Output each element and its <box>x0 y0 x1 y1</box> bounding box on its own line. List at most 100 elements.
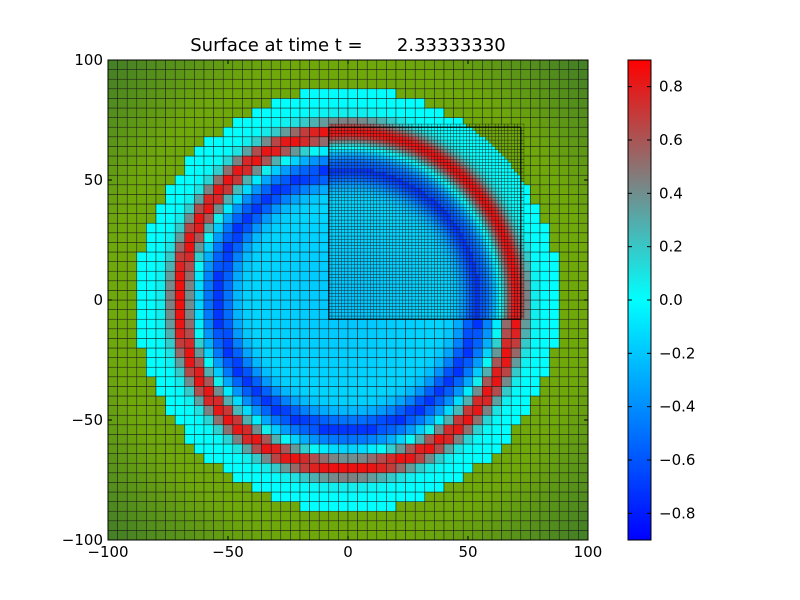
refined-cell <box>440 226 445 230</box>
heatmap-cell <box>568 462 579 474</box>
heatmap-cell <box>165 232 176 243</box>
refined-cell <box>338 187 342 192</box>
refined-cell <box>338 235 342 240</box>
refined-cell <box>405 210 409 214</box>
refined-cell <box>434 277 438 281</box>
heatmap-cell <box>309 194 320 205</box>
heatmap-cell <box>203 232 214 243</box>
refined-cell <box>347 187 352 192</box>
refined-cell <box>379 261 384 265</box>
refined-cell <box>430 283 435 288</box>
heatmap-cell <box>434 328 445 339</box>
heatmap-cell <box>280 491 291 502</box>
heatmap-cell <box>251 472 262 483</box>
refined-cell <box>430 216 435 221</box>
refined-cell <box>354 283 358 288</box>
heatmap-cell <box>376 510 387 522</box>
heatmap-cell <box>366 472 378 483</box>
heatmap-cell <box>203 443 214 454</box>
heatmap-cell <box>194 347 205 358</box>
refined-cell <box>437 136 441 141</box>
refined-cell <box>399 248 403 253</box>
heatmap-cell <box>290 60 301 70</box>
heatmap-cell <box>386 472 397 483</box>
refined-cell <box>392 203 397 208</box>
heatmap-cell <box>126 174 138 186</box>
heatmap-cell <box>280 309 291 320</box>
heatmap-cell <box>386 395 397 406</box>
refined-cell <box>351 271 355 275</box>
refined-cell <box>405 309 409 313</box>
heatmap-cell <box>280 299 291 310</box>
heatmap-cell <box>242 174 253 186</box>
heatmap-cell <box>242 309 253 320</box>
heatmap-cell <box>222 88 234 99</box>
heatmap-cell <box>558 376 570 387</box>
refined-cell <box>335 280 339 285</box>
heatmap-cell <box>155 414 166 426</box>
refined-cell <box>363 248 368 253</box>
refined-cell <box>331 213 336 218</box>
refined-cell <box>405 226 409 230</box>
refined-cell <box>354 235 358 240</box>
refined-cell <box>335 159 339 163</box>
refined-cell <box>430 175 435 179</box>
refined-cell <box>347 296 352 301</box>
refined-cell <box>392 267 397 272</box>
heatmap-cell <box>347 424 358 435</box>
refined-cell <box>383 178 387 182</box>
refined-cell <box>424 251 429 256</box>
refined-cell <box>376 207 381 211</box>
heatmap-cell <box>530 117 541 128</box>
heatmap-cell <box>117 213 128 224</box>
heatmap-cell <box>108 530 118 540</box>
heatmap-cell <box>328 510 339 522</box>
refined-cell <box>453 223 457 227</box>
heatmap-cell <box>328 366 339 378</box>
heatmap-cell <box>146 155 157 166</box>
refined-cell <box>354 232 358 237</box>
heatmap-cell <box>443 482 454 493</box>
heatmap-cell <box>395 88 406 99</box>
refined-cell <box>335 299 339 304</box>
heatmap-cell <box>117 462 128 474</box>
heatmap-cell <box>520 414 531 426</box>
refined-cell <box>360 264 365 269</box>
refined-cell <box>456 280 461 285</box>
refined-cell <box>386 255 390 259</box>
refined-cell <box>357 239 361 243</box>
heatmap-cell <box>232 88 243 99</box>
heatmap-cell <box>414 520 426 531</box>
refined-cell <box>430 181 435 186</box>
refined-cell <box>338 194 342 198</box>
refined-cell <box>354 277 358 281</box>
refined-cell <box>351 287 355 291</box>
heatmap-cell <box>395 60 406 70</box>
heatmap-cell <box>366 414 378 426</box>
refined-cell <box>370 312 374 317</box>
heatmap-cell <box>578 69 588 80</box>
heatmap-cell <box>261 203 272 214</box>
heatmap-cell <box>309 203 320 214</box>
refined-cell <box>383 239 387 243</box>
heatmap-cell <box>165 491 176 502</box>
heatmap-cell <box>251 69 262 80</box>
heatmap-cell <box>194 472 205 483</box>
heatmap-cell <box>578 213 588 224</box>
heatmap-cell <box>117 146 128 157</box>
heatmap-cell <box>558 69 570 80</box>
heatmap-cell <box>222 242 234 253</box>
heatmap-cell <box>155 299 166 310</box>
refined-cell <box>402 219 406 224</box>
heatmap-cell <box>165 395 176 406</box>
heatmap-cell <box>318 462 330 474</box>
heatmap-cell <box>261 318 272 330</box>
heatmap-cell <box>299 347 310 358</box>
heatmap-cell <box>578 98 588 109</box>
refined-cell <box>338 245 342 249</box>
refined-cell <box>399 299 403 304</box>
heatmap-cell <box>222 107 234 118</box>
refined-cell <box>373 296 377 301</box>
heatmap-cell <box>222 78 234 90</box>
refined-cell <box>389 242 393 246</box>
